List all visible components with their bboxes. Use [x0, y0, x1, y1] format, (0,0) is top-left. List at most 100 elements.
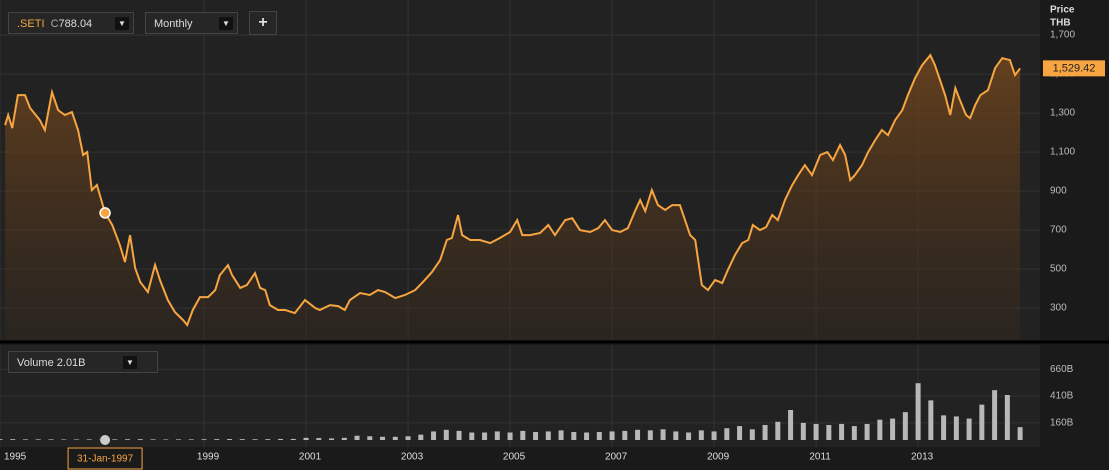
volume-bar — [775, 421, 781, 440]
symbol: .SETI — [17, 18, 45, 30]
volume-bar — [227, 439, 233, 440]
volume-bar — [928, 400, 934, 440]
volume-bar — [800, 422, 806, 440]
dropdown-arrow[interactable]: ▼ — [219, 17, 233, 30]
volume-bar — [329, 438, 335, 440]
volume-bar — [877, 419, 883, 440]
x-tick-label: 2007 — [605, 452, 628, 463]
volume-bar — [188, 439, 194, 440]
x-tick-label: 2011 — [809, 452, 831, 463]
volume-bar — [647, 430, 653, 440]
volume-bar — [711, 431, 717, 440]
volume-bar — [10, 439, 16, 440]
volume-bar — [99, 439, 105, 440]
y-tick-label: 900 — [1050, 186, 1067, 197]
interval-selector[interactable]: Monthly ▼ — [145, 12, 238, 34]
volume-bar — [176, 439, 182, 440]
x-tick-label: 1995 — [4, 452, 27, 463]
volume-bar — [686, 432, 692, 440]
x-tick-label: 2003 — [401, 452, 424, 463]
volume-bar — [125, 439, 131, 440]
volume-bar — [405, 436, 411, 440]
volume-bar — [966, 418, 972, 440]
volume-bar — [112, 439, 118, 440]
volume-bar — [1017, 427, 1023, 440]
volume-bar — [354, 435, 360, 440]
dropdown-arrow[interactable]: ▼ — [123, 356, 137, 369]
volume-bar — [494, 431, 500, 440]
last-price-badge — [1043, 60, 1105, 77]
volume-bar — [0, 439, 3, 440]
volume-bar — [609, 431, 615, 440]
volume-bar — [545, 431, 551, 440]
y-tick-label: 660B — [1050, 364, 1074, 375]
volume-bar — [749, 429, 755, 440]
volume-bar — [737, 426, 743, 440]
volume-bar — [303, 437, 309, 440]
volume-bar — [596, 431, 602, 440]
volume-name: Volume — [17, 357, 54, 369]
volume-bar — [482, 432, 488, 440]
cursor-date: 31-Jan-1997 — [77, 454, 134, 465]
x-tick-label: 1999 — [197, 452, 220, 463]
y-tick-label: 700 — [1050, 225, 1067, 236]
volume-bar — [163, 439, 169, 440]
volume-selector[interactable]: Volume 2.01B ▼ — [8, 351, 158, 373]
cursor-date-box — [67, 447, 143, 470]
volume-bar — [660, 429, 666, 440]
volume-bar — [915, 383, 921, 440]
volume-bar — [979, 404, 985, 440]
volume-bar — [201, 439, 207, 440]
x-tick-label: 2005 — [503, 452, 526, 463]
volume-bar — [278, 438, 284, 440]
volume-bar — [673, 431, 679, 440]
volume-bar — [35, 439, 41, 440]
volume-bar — [635, 429, 641, 440]
volume-bar — [813, 423, 819, 440]
volume-bar — [890, 418, 896, 440]
volume-bar — [418, 434, 424, 440]
x-tick-label: 2009 — [707, 452, 730, 463]
volume-bar — [826, 425, 832, 440]
volume-bar — [788, 410, 794, 440]
x-tick-label: 2001 — [299, 452, 322, 463]
volume-bar — [992, 390, 998, 440]
volume-bar — [762, 425, 768, 440]
volume-bar — [61, 439, 67, 440]
volume-bar — [150, 439, 156, 440]
volume-bar — [431, 431, 437, 440]
volume-bar — [214, 439, 220, 440]
volume-bar — [622, 430, 628, 440]
currency: THB — [1050, 18, 1071, 29]
volume-bar — [507, 432, 513, 440]
y-tick-label: 1,300 — [1050, 108, 1075, 119]
volume-bar — [520, 430, 526, 440]
y-tick-label: 410B — [1050, 391, 1074, 402]
interval: Monthly — [154, 18, 193, 30]
y-tick-label: 1,100 — [1050, 147, 1075, 158]
area-fill — [5, 55, 1021, 340]
volume-bar — [864, 423, 870, 440]
volume-bar — [584, 432, 590, 440]
volume-bar — [456, 430, 462, 440]
dropdown-arrow[interactable]: ▼ — [115, 17, 129, 30]
volume-bar — [533, 431, 539, 440]
add-button[interactable]: + — [249, 11, 277, 35]
close-prefix: C — [50, 18, 59, 30]
volume-bar — [469, 432, 475, 440]
volume-bar — [443, 429, 449, 440]
volume-bar — [724, 428, 730, 440]
volume-bar — [1004, 395, 1010, 440]
symbol-selector[interactable]: .SETI C788.04 ▼ — [8, 12, 134, 34]
y-tick-label: 300 — [1050, 303, 1067, 314]
volume-bar — [380, 436, 386, 440]
close-value: 788.04 — [58, 18, 93, 30]
volume-bar — [851, 426, 857, 440]
volume-bar — [698, 430, 704, 440]
volume-bar — [341, 437, 347, 440]
volume-bar — [316, 438, 322, 440]
volume-bar — [265, 439, 271, 440]
last-price-label: 1,529.42 — [1053, 62, 1096, 74]
